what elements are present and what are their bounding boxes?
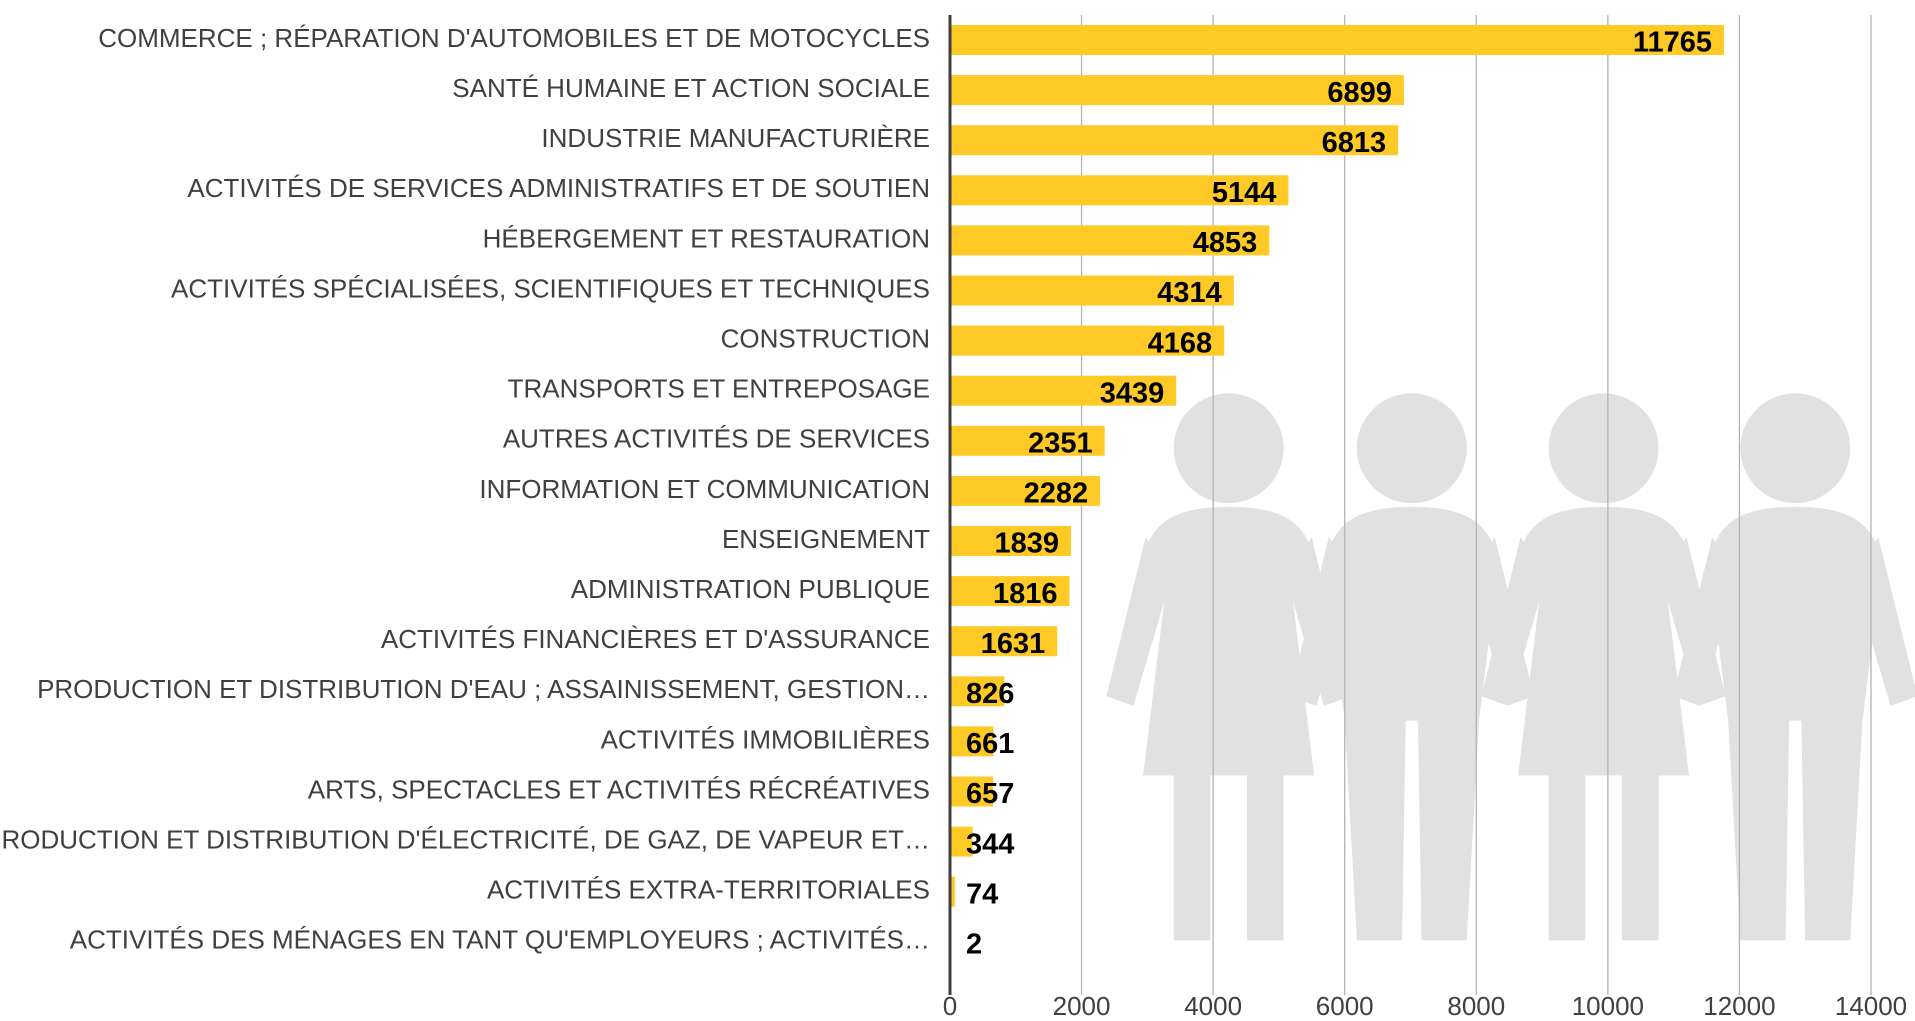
value-label: 661 bbox=[966, 728, 1014, 760]
page: {"chart_data": { "type": "bar", "orienta… bbox=[0, 0, 1915, 1021]
category-label: HÉBERGEMENT ET RESTAURATION bbox=[483, 223, 930, 253]
category-label: ENSEIGNEMENT bbox=[722, 524, 930, 554]
bar bbox=[950, 25, 1724, 55]
value-label: 6813 bbox=[1322, 127, 1387, 159]
value-label: 1839 bbox=[994, 528, 1059, 560]
value-label: 2351 bbox=[1028, 427, 1093, 459]
x-tick-label: 12000 bbox=[1703, 991, 1775, 1021]
x-tick-label: 4000 bbox=[1184, 991, 1242, 1021]
category-label: ADMINISTRATION PUBLIQUE bbox=[571, 574, 930, 604]
category-label: INDUSTRIE MANUFACTURIÈRE bbox=[541, 123, 930, 153]
people-illustration bbox=[1106, 393, 1915, 940]
value-label: 5144 bbox=[1212, 177, 1277, 209]
category-label: INFORMATION ET COMMUNICATION bbox=[479, 474, 930, 504]
x-tick-label: 0 bbox=[943, 991, 957, 1021]
category-label: TRANSPORTS ET ENTREPOSAGE bbox=[508, 374, 930, 404]
category-label: ACTIVITÉS DE SERVICES ADMINISTRATIFS ET … bbox=[187, 173, 930, 203]
category-label: SANTÉ HUMAINE ET ACTION SOCIALE bbox=[452, 73, 930, 103]
category-label: PRODUCTION ET DISTRIBUTION D'ÉLECTRICITÉ… bbox=[0, 824, 930, 854]
value-label: 2282 bbox=[1024, 478, 1089, 510]
value-label: 3439 bbox=[1100, 377, 1165, 409]
value-label: 2 bbox=[966, 928, 982, 960]
chart: 0 2000 4000 6000 8000 10000 12000 14000 COMMERCE… bbox=[0, 0, 1915, 1021]
category-label: CONSTRUCTION bbox=[721, 323, 930, 353]
value-label: 4168 bbox=[1148, 327, 1213, 359]
x-tick-label: 14000 bbox=[1835, 991, 1907, 1021]
x-tick-label: 8000 bbox=[1447, 991, 1505, 1021]
category-label: ACTIVITÉS SPÉCIALISÉES, SCIENTIFIQUES ET… bbox=[171, 273, 930, 303]
value-label: 4314 bbox=[1157, 277, 1222, 309]
category-label: ACTIVITÉS EXTRA-TERRITORIALES bbox=[487, 875, 930, 905]
category-label: ACTIVITÉS IMMOBILIÈRES bbox=[601, 724, 930, 754]
x-tick-label: 10000 bbox=[1572, 991, 1644, 1021]
value-label: 657 bbox=[966, 778, 1014, 810]
value-label: 344 bbox=[966, 828, 1014, 860]
value-label: 4853 bbox=[1193, 227, 1258, 259]
value-label: 1631 bbox=[981, 628, 1046, 660]
x-tick-label: 2000 bbox=[1053, 991, 1111, 1021]
value-label: 11765 bbox=[1633, 27, 1712, 59]
category-label: ACTIVITÉS FINANCIÈRES ET D'ASSURANCE bbox=[381, 624, 930, 654]
value-label: 826 bbox=[966, 678, 1014, 710]
value-label: 74 bbox=[966, 878, 998, 910]
category-label: ACTIVITÉS DES MÉNAGES EN TANT QU'EMPLOYE… bbox=[70, 925, 930, 955]
category-label: ARTS, SPECTACLES ET ACTIVITÉS RÉCRÉATIVE… bbox=[308, 774, 930, 804]
x-tick-label: 6000 bbox=[1316, 991, 1374, 1021]
value-label: 6899 bbox=[1327, 77, 1392, 109]
value-label: 1816 bbox=[993, 578, 1058, 610]
category-label: AUTRES ACTIVITÉS DE SERVICES bbox=[503, 424, 930, 454]
category-label: COMMERCE ; RÉPARATION D'AUTOMOBILES ET D… bbox=[98, 23, 930, 53]
category-label: PRODUCTION ET DISTRIBUTION D'EAU ; ASSAI… bbox=[37, 674, 930, 704]
